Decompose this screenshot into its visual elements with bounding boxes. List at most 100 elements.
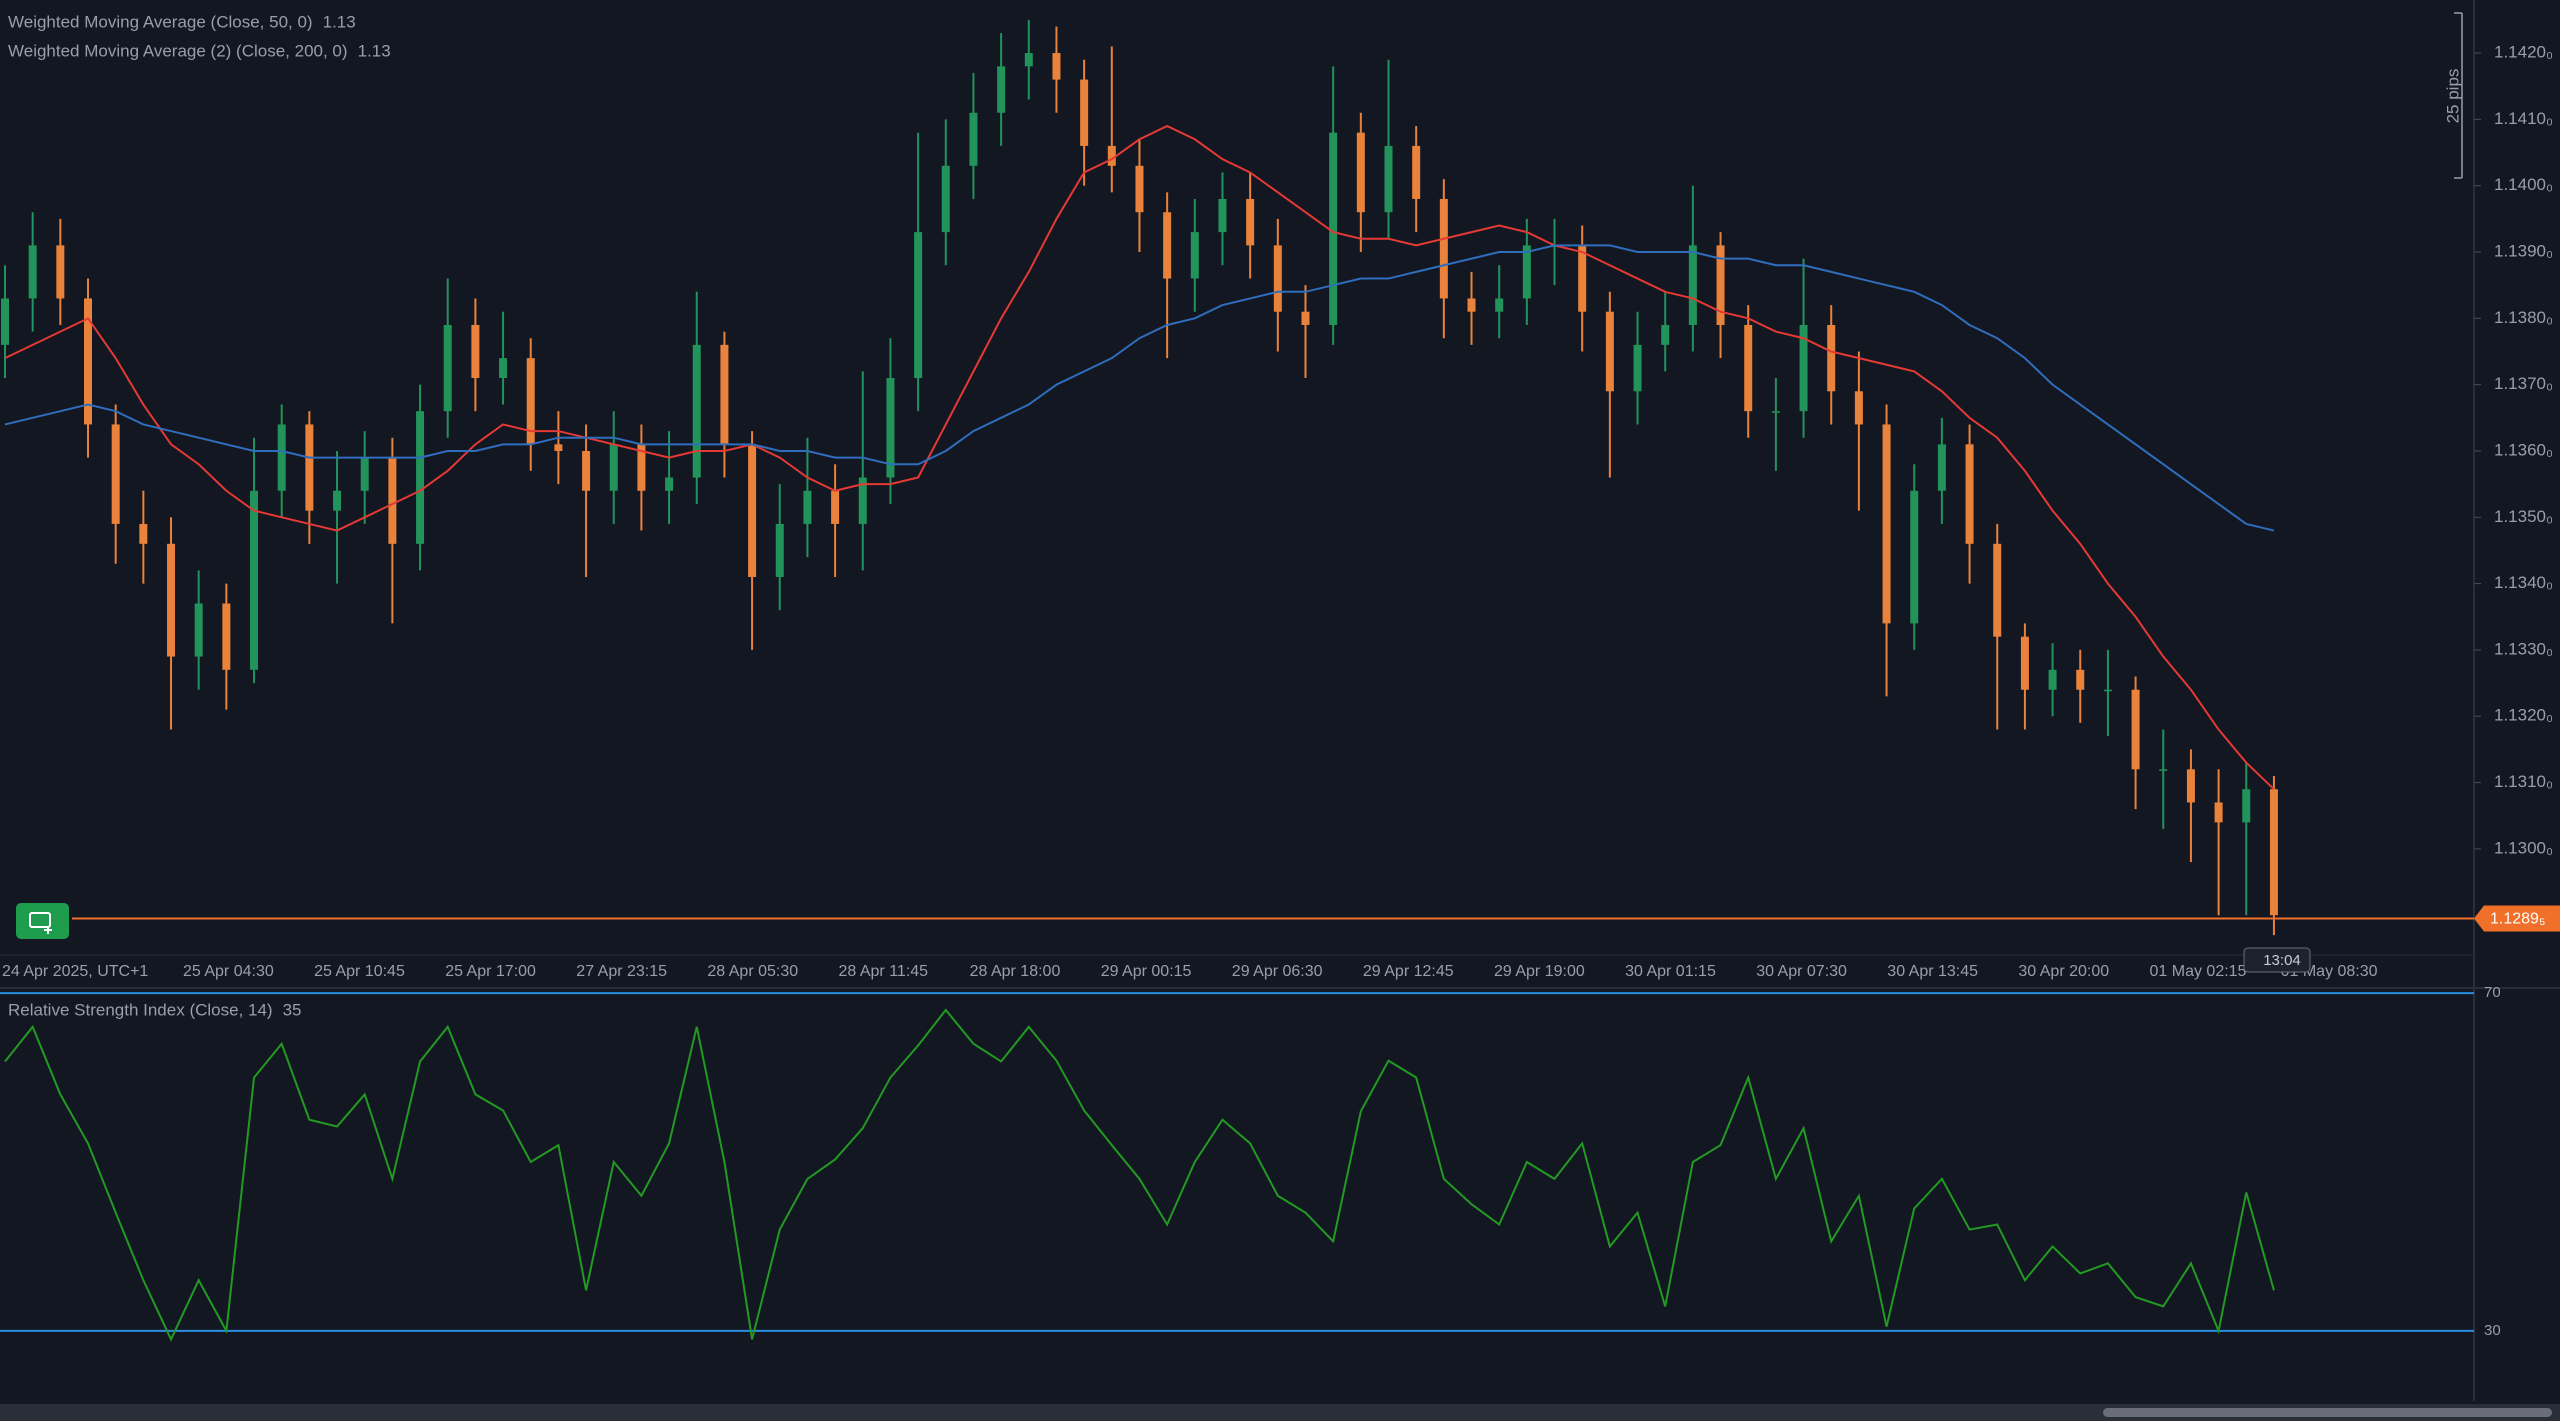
- candle-body: [1937, 444, 1946, 491]
- candle-body: [720, 344, 729, 445]
- x-tick-label: 30 Apr 07:30: [1756, 963, 1847, 980]
- candle-body: [1163, 212, 1172, 279]
- last-price-label: 1.1289₅: [2490, 911, 2545, 928]
- add-alert-button[interactable]: [16, 903, 69, 939]
- candle-body: [1522, 245, 1531, 299]
- candle-body: [1910, 490, 1919, 624]
- x-tick-label: 29 Apr 19:00: [1494, 963, 1585, 980]
- rsi-line: [4, 1008, 2275, 1342]
- candle-body: [692, 344, 701, 478]
- candle-body: [803, 490, 812, 524]
- candle-body: [499, 358, 508, 379]
- scrollbar[interactable]: [0, 1404, 2560, 1421]
- candle-body: [1024, 53, 1033, 67]
- candle-body: [2159, 769, 2168, 771]
- x-tick-label: 29 Apr 00:15: [1101, 963, 1192, 980]
- candle-body: [1080, 79, 1089, 146]
- candle-body: [1301, 311, 1310, 325]
- ruler-label: 25 pips: [2443, 69, 2462, 124]
- candle-body: [167, 543, 176, 657]
- candle-body: [1356, 132, 1365, 213]
- moving-average-line: [4, 124, 2275, 790]
- candle-body: [2269, 789, 2278, 916]
- y-tick-label: 70: [2484, 984, 2501, 1001]
- y-tick-label: 1.1340₀: [2494, 573, 2553, 592]
- candle-body: [1384, 145, 1393, 213]
- candle-body: [2131, 689, 2140, 770]
- legend-value: 1.13: [323, 12, 356, 31]
- candle-body: [1854, 391, 1863, 425]
- candle-body: [886, 378, 895, 478]
- candle-body: [1273, 245, 1282, 312]
- candle-body: [2214, 802, 2223, 823]
- legend-label: Relative Strength Index (Close, 14): [8, 1000, 273, 1019]
- y-tick-label: 1.1330₀: [2494, 639, 2553, 658]
- candle-body: [1495, 298, 1504, 312]
- button-bg[interactable]: [16, 903, 69, 939]
- candle-body: [1605, 311, 1614, 392]
- candle-body: [1965, 444, 1974, 544]
- candle-body: [28, 245, 37, 299]
- candle-body: [1716, 245, 1725, 325]
- y-tick-label: 1.1420₀: [2494, 43, 2553, 62]
- candle-body: [277, 424, 286, 491]
- candle-body: [1799, 324, 1808, 412]
- candle-body: [250, 490, 259, 670]
- candle-body: [2020, 636, 2029, 690]
- candle-body: [471, 324, 480, 379]
- candle-body: [1771, 411, 1780, 413]
- y-tick-label: 1.1320₀: [2494, 706, 2553, 725]
- candle-body: [360, 457, 369, 491]
- candle-body: [2242, 789, 2251, 823]
- candle-body: [2048, 669, 2057, 690]
- candle-body: [84, 298, 93, 425]
- candle-body: [1412, 145, 1421, 199]
- x-tick-label: 30 Apr 01:15: [1625, 963, 1716, 980]
- candle-body: [941, 165, 950, 233]
- legend-label: Weighted Moving Average (2) (Close, 200,…: [8, 41, 348, 60]
- x-tick-label: 28 Apr 18:00: [970, 963, 1061, 980]
- moving-average-line: [4, 244, 2275, 532]
- candle-body: [111, 424, 120, 524]
- candle-body: [609, 444, 618, 491]
- candle-body: [1744, 324, 1753, 412]
- candle-body: [997, 66, 1006, 113]
- x-tick-label: 28 Apr 05:30: [707, 963, 798, 980]
- candle-body: [1993, 543, 2002, 637]
- candle-body: [1190, 232, 1199, 279]
- candle-body: [775, 523, 784, 577]
- legend-value: 1.13: [358, 41, 391, 60]
- candle-body: [1827, 324, 1836, 392]
- y-tick-label: 1.1390₀: [2494, 241, 2553, 260]
- y-tick-label: 1.1300₀: [2494, 838, 2553, 857]
- candle-body: [2076, 669, 2085, 690]
- x-tick-label: 30 Apr 13:45: [1887, 963, 1978, 980]
- scrollbar-thumb[interactable]: [2103, 1408, 2552, 1417]
- button-icon: [29, 912, 51, 928]
- candle-body: [416, 411, 425, 544]
- candle-body: [2186, 769, 2195, 803]
- y-tick-label: 1.1380₀: [2494, 308, 2553, 327]
- candle-body: [1439, 198, 1448, 299]
- cursor-time-box: [2243, 947, 2311, 973]
- x-tick-label: 27 Apr 23:15: [576, 963, 667, 980]
- candle-body: [2103, 689, 2112, 692]
- scrollbar-track[interactable]: [0, 1404, 2560, 1421]
- candle-body: [554, 444, 563, 451]
- candle-body: [1329, 132, 1338, 325]
- candle-body: [1135, 165, 1144, 213]
- x-tick-label: 28 Apr 11:45: [839, 963, 929, 980]
- cursor-time-label: 13:04: [2263, 952, 2301, 969]
- candle-body: [748, 444, 757, 577]
- candle-body: [1661, 324, 1670, 345]
- candle-body: [1107, 145, 1116, 166]
- candle-body: [914, 232, 923, 379]
- x-tick-label: 25 Apr 04:30: [183, 963, 274, 980]
- candle-body: [222, 603, 231, 670]
- candle-body: [1467, 298, 1476, 312]
- y-tick-label: 30: [2484, 1322, 2501, 1339]
- candle-body: [1633, 344, 1642, 392]
